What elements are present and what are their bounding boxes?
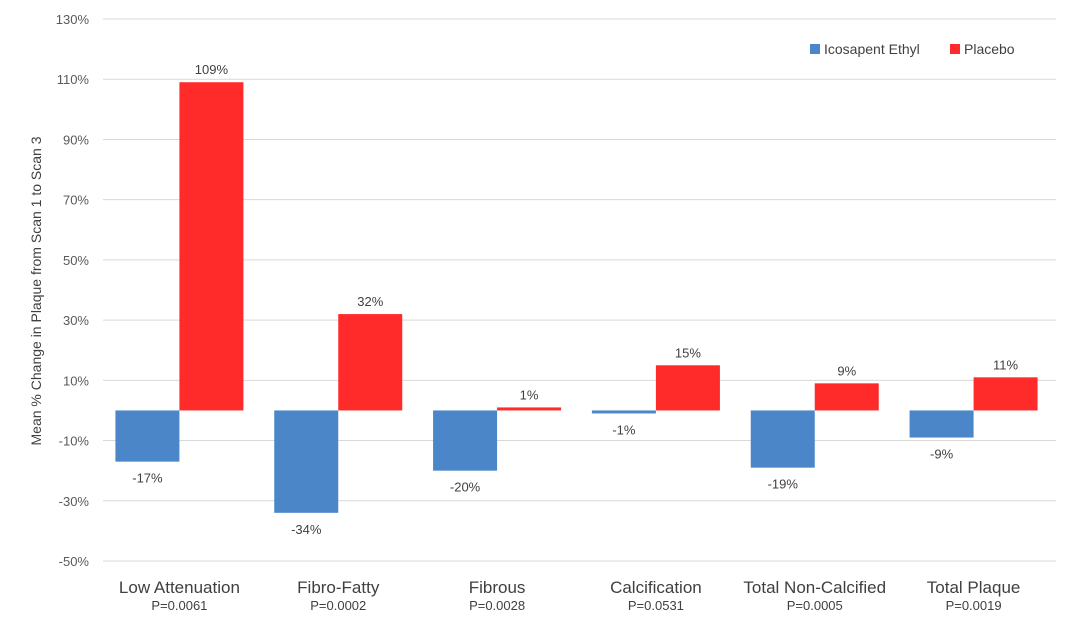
y-tick-label: 110% <box>57 72 90 87</box>
bar-icosapent-ethyl <box>591 410 656 414</box>
category-label: Fibrous <box>469 578 526 597</box>
y-axis-title: Mean % Change in Plaque from Scan 1 to S… <box>28 136 44 445</box>
category-label: Total Plaque <box>927 578 1021 597</box>
p-value-label: P=0.0019 <box>946 598 1002 613</box>
gridlines <box>103 18 1056 562</box>
data-label: -1% <box>612 422 636 437</box>
bar-icosapent-ethyl <box>750 410 815 468</box>
data-labels: -17% 109% -34% 32% -20% 1% -1% 15% -19% 9% -9% 11% <box>132 62 1018 537</box>
category-label: Low Attenuation <box>119 578 240 597</box>
data-label: 109% <box>195 62 229 77</box>
legend-label-icosapent-ethyl: Icosapent Ethyl <box>824 41 920 57</box>
y-tick-label: 130% <box>56 12 90 27</box>
data-label: -34% <box>291 522 322 537</box>
category-label: Total Non-Calcified <box>743 578 886 597</box>
data-label: 15% <box>675 345 701 360</box>
y-tick-label: -30% <box>59 494 90 509</box>
y-tick-label: 30% <box>63 313 89 328</box>
y-tick-label: 50% <box>63 253 89 268</box>
p-value-label: P=0.0005 <box>787 598 843 613</box>
data-label: -20% <box>450 480 481 495</box>
category-label: Calcification <box>610 578 702 597</box>
data-label: 1% <box>520 387 539 402</box>
bar-icosapent-ethyl <box>115 410 180 462</box>
legend: Icosapent Ethyl Placebo <box>810 41 1015 57</box>
data-label: 9% <box>837 363 856 378</box>
bar-placebo <box>655 365 720 411</box>
legend-swatch-icosapent-ethyl <box>810 44 820 54</box>
bar-icosapent-ethyl <box>909 410 974 438</box>
data-label: 11% <box>993 357 1018 372</box>
legend-label-placebo: Placebo <box>964 41 1015 57</box>
data-label: -19% <box>768 477 799 492</box>
bars <box>115 82 1038 513</box>
bar-placebo <box>338 314 403 411</box>
p-value-label: P=0.0028 <box>469 598 525 613</box>
bar-icosapent-ethyl <box>274 410 339 513</box>
data-label: 32% <box>357 294 383 309</box>
p-value-label: P=0.0002 <box>310 598 366 613</box>
bar-placebo <box>179 82 244 411</box>
bar-placebo <box>497 407 562 411</box>
data-label: -9% <box>930 447 954 462</box>
legend-swatch-placebo <box>950 44 960 54</box>
y-tick-label: -50% <box>59 554 90 569</box>
y-tick-label: 90% <box>63 132 89 147</box>
bar-placebo <box>973 377 1038 411</box>
category-labels: Low AttenuationP=0.0061Fibro-FattyP=0.00… <box>119 578 1020 613</box>
y-axis-ticks: 130% 110% 90% 70% 50% 30% 10% -10% -30% -50% <box>56 12 90 569</box>
bar-placebo <box>814 383 879 411</box>
data-label: -17% <box>132 471 163 486</box>
category-label: Fibro-Fatty <box>297 578 380 597</box>
y-tick-label: 10% <box>63 373 89 388</box>
bar-icosapent-ethyl <box>433 410 498 471</box>
y-tick-label: 70% <box>63 193 89 208</box>
p-value-label: P=0.0061 <box>151 598 207 613</box>
y-tick-label: -10% <box>59 434 90 449</box>
p-value-label: P=0.0531 <box>628 598 684 613</box>
